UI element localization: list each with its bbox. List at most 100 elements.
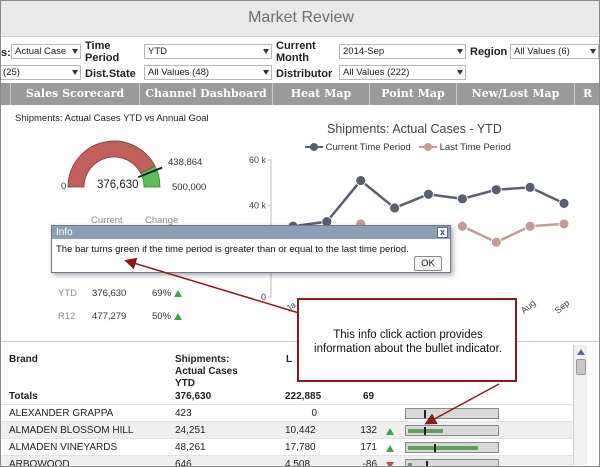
- data-point: [423, 188, 434, 200]
- up-triangle-icon: [386, 443, 394, 454]
- chart-title: Shipments: Actual Cases - YTD: [327, 122, 502, 136]
- table-row[interactable]: ARBOWOOD 646 4,508 -86: [1, 456, 573, 467]
- ok-button[interactable]: OK: [414, 256, 442, 271]
- summary-ytd-label: YTD: [58, 288, 77, 299]
- tab-new-lost-map[interactable]: New/Lost Map: [457, 83, 575, 105]
- tab-channel-dashboard[interactable]: Channel Dashboard: [140, 83, 273, 105]
- down-triangle-icon: [386, 460, 394, 466]
- summary-r12-label: R12: [58, 311, 76, 322]
- gauge: [67, 140, 163, 188]
- measure-select-value: Actual Case: [15, 46, 67, 57]
- totals-row: Totals 376,630 222,885 69: [1, 388, 573, 405]
- data-point: [490, 184, 502, 196]
- current-cell: 646: [175, 459, 192, 467]
- summary-change-header: Change: [145, 215, 179, 226]
- last-cell: 0: [311, 408, 317, 419]
- time-period-label: Time Period: [85, 40, 120, 64]
- y-tick-label: 40 k: [249, 201, 267, 211]
- pct-cell: 132: [360, 425, 377, 436]
- bullet-target-mark: [424, 427, 426, 435]
- tab-r[interactable]: R: [575, 83, 599, 105]
- y-tick-label: 0: [261, 292, 266, 302]
- gauge-title: Shipments: Actual Cases YTD vs Annual Go…: [15, 113, 209, 124]
- table-scrollbar[interactable]: [573, 345, 587, 465]
- region-value: All Values (6): [514, 46, 570, 57]
- content-area: Shipments: Actual Cases YTD vs Annual Go…: [1, 105, 599, 467]
- bullet-fill: [408, 446, 478, 450]
- totals-label: Totals: [9, 391, 38, 402]
- filter-bar: s: Actual Case (25) Time Period YTD Dist…: [1, 37, 599, 83]
- summary-current-header: Current: [91, 215, 123, 226]
- legend-current-label: Current Time Period: [325, 142, 411, 153]
- up-triangle-icon: [386, 426, 394, 437]
- region-select[interactable]: All Values (6): [510, 44, 599, 59]
- tab-bar: Sales Scorecard Channel Dashboard Heat M…: [1, 83, 599, 105]
- distributor-label: Distributor: [276, 68, 333, 80]
- last-cell: 4,508: [285, 459, 311, 467]
- page-title: Market Review: [248, 9, 354, 26]
- last-cell: 17,780: [285, 442, 316, 453]
- totals-current: 376,630: [175, 391, 212, 402]
- legend-last: Last Time Period: [419, 142, 511, 153]
- y-tick-label: 60 k: [249, 155, 267, 165]
- dist-state-select[interactable]: All Values (48): [144, 65, 272, 80]
- series-line-1: [461, 222, 565, 244]
- time-period-value: YTD: [148, 46, 167, 57]
- dist-state-label: Dist.State: [85, 68, 136, 80]
- gauge-value-label: 376,630: [97, 179, 139, 191]
- table-row[interactable]: ALMADEN VINEYARDS 48,261 17,780 171: [1, 439, 573, 456]
- info-dialog-message: The bar turns green if the time period i…: [56, 244, 409, 255]
- scroll-thumb[interactable]: [576, 359, 586, 375]
- last-cell: 10,442: [285, 425, 316, 436]
- summary-ytd-change-value: 69%: [152, 288, 172, 299]
- chevron-down-icon: [72, 49, 78, 54]
- chevron-down-icon: [590, 49, 596, 54]
- distributor-value: All Values (222): [343, 67, 410, 78]
- annotation-arrows: [124, 257, 500, 425]
- measure-sub-select[interactable]: (25): [1, 65, 81, 80]
- totals-pct: 69: [363, 391, 375, 402]
- legend-last-label: Last Time Period: [439, 142, 511, 153]
- data-point: [490, 236, 502, 248]
- measure-sub-value: (25): [3, 67, 20, 78]
- summary-r12-current: 477,279: [92, 311, 127, 322]
- col-header-shipments: Shipments: Actual Cases YTD: [175, 354, 238, 389]
- close-icon[interactable]: x: [437, 227, 448, 238]
- region-label: Region: [470, 46, 508, 58]
- time-period-select[interactable]: YTD: [144, 44, 272, 59]
- up-triangle-glyph: [386, 427, 394, 435]
- current-month-select[interactable]: 2014-Sep: [339, 44, 466, 59]
- brand-cell: ALMADEN BLOSSOM HILL: [9, 425, 134, 436]
- chevron-down-icon: [457, 70, 463, 75]
- scroll-up-arrow-icon[interactable]: [577, 349, 585, 355]
- measure-select[interactable]: Actual Case: [11, 44, 81, 59]
- summary-ytd-current: 376,630: [92, 288, 127, 299]
- bullet-fill: [408, 463, 412, 466]
- chevron-down-icon: [263, 49, 269, 54]
- chevron-down-icon: [457, 49, 463, 54]
- chevron-down-icon: [72, 70, 78, 75]
- table-row[interactable]: ALMADEN BLOSSOM HILL 24,251 10,442 132: [1, 422, 573, 439]
- current-month-value: 2014-Sep: [343, 46, 385, 57]
- summary-ytd-change: 69%: [152, 288, 182, 299]
- brand-cell: ALMADEN VINEYARDS: [9, 442, 118, 453]
- totals-last: 222,885: [285, 391, 322, 402]
- bullet-target-mark: [434, 444, 436, 452]
- up-triangle-glyph: [386, 444, 394, 452]
- bullet-indicator[interactable]: [405, 425, 499, 436]
- bullet-indicator[interactable]: [405, 442, 499, 453]
- tab-point-map[interactable]: Point Map: [370, 83, 457, 105]
- data-point: [524, 220, 536, 232]
- data-point: [389, 202, 401, 214]
- col-header-last: L: [286, 354, 293, 365]
- tab-heat-map[interactable]: Heat Map: [273, 83, 370, 105]
- legend-last-swatch: [419, 143, 437, 152]
- tab-sales-scorecard[interactable]: Sales Scorecard: [11, 83, 140, 105]
- info-dialog: Info x The bar turns green if the time p…: [51, 225, 451, 273]
- tab-spacer: [1, 83, 11, 105]
- bullet-indicator[interactable]: [405, 459, 499, 466]
- brand-table: Brand Shipments: Actual Cases YTD L Tota…: [1, 341, 599, 467]
- pct-cell: 171: [360, 442, 377, 453]
- distributor-select[interactable]: All Values (222): [339, 65, 466, 80]
